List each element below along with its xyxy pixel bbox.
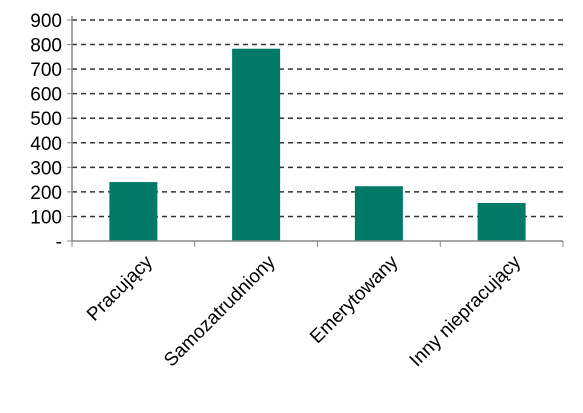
y-tick-label: 700	[30, 60, 62, 81]
y-tick-label: 500	[30, 109, 62, 130]
y-tick-label: -	[56, 232, 62, 253]
category-label: Pracujący	[83, 251, 157, 325]
category-label: Samozatrudniony	[160, 251, 280, 371]
y-tick-label: 400	[30, 134, 62, 155]
y-tick-label: 900	[30, 11, 62, 32]
y-tick-label: 100	[30, 207, 62, 228]
bar-2	[232, 48, 281, 242]
bar-4	[477, 202, 526, 241]
bars	[109, 48, 526, 242]
category-label: Emerytowany	[306, 251, 403, 348]
axes	[67, 16, 564, 247]
y-tick-labels: - 100 200 300 400 500 600 700 800 900	[30, 11, 62, 253]
bar-3	[354, 186, 403, 241]
y-tick-label: 200	[30, 183, 62, 204]
y-tick-label: 800	[30, 36, 62, 57]
bar-1	[109, 182, 158, 241]
category-label: Inny niepracujący	[406, 251, 526, 371]
y-tick-label: 300	[30, 158, 62, 179]
y-tick-label: 600	[30, 85, 62, 106]
category-labels: Pracujący Samozatrudniony Emerytowany Inny …	[83, 251, 525, 371]
